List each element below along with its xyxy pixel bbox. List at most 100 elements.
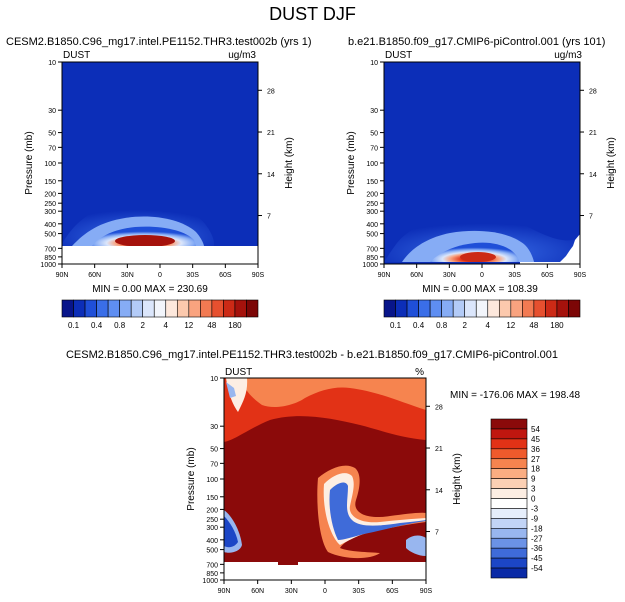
panel-3-title: CESM2.B1850.C96_mg17.intel.PE1152.THR3.t… (66, 349, 558, 361)
p3-y2tick-label: 28 (435, 404, 443, 411)
p2-colorbar-label: 180 (550, 321, 564, 330)
p1-ytick-label: 150 (44, 179, 56, 186)
panel-2-var-label: DUST (385, 50, 412, 61)
p2-xtick-label: 90S (574, 272, 587, 279)
p3-ytick-label: 300 (206, 525, 218, 532)
p2-ytick-label: 1000 (362, 262, 378, 269)
p2-colorbar-label: 4 (486, 321, 491, 330)
p1-ytick-label: 700 (44, 246, 56, 253)
p1-colorbar-label: 180 (228, 321, 242, 330)
p2-colorbar-label: 2 (462, 321, 467, 330)
p3-ytick-label: 400 (206, 538, 218, 545)
p3-colorbar-box (490, 547, 528, 559)
panel-3-surface-mask (224, 562, 426, 580)
panel-2-stats: MIN = 0.00 MAX = 108.39 (422, 284, 538, 295)
p2-ytick-label: 10 (370, 60, 378, 67)
p1-colorbar-box (200, 299, 213, 318)
p3-colorbar-label: -18 (531, 524, 543, 533)
panel-1-stats: MIN = 0.00 MAX = 230.69 (92, 284, 208, 295)
p3-colorbar-label: -27 (531, 534, 543, 543)
p3-xtick-label: 90N (218, 588, 231, 595)
p2-y2tick-label: 21 (589, 130, 597, 137)
p1-ytick-label: 10 (48, 60, 56, 67)
p3-colorbar-box (490, 458, 528, 469)
p1-colorbar-box (153, 299, 167, 318)
panel-2-units: ug/m3 (554, 50, 582, 61)
p1-colorbar-box (234, 299, 247, 318)
p2-colorbar-box (556, 299, 569, 318)
p3-ytick-label: 30 (210, 424, 218, 431)
p1-colorbar-label: 12 (184, 321, 193, 330)
p3-colorbar-label: -9 (531, 514, 539, 523)
p3-colorbar-label: -36 (531, 544, 543, 553)
p1-colorbar-box (246, 299, 259, 318)
p2-xtick-label: 0 (480, 272, 484, 279)
p3-colorbar-label: -3 (531, 504, 539, 513)
p3-xtick-label: 60S (386, 588, 399, 595)
p1-colorbar-label: 0.1 (68, 321, 80, 330)
p2-colorbar-box (522, 299, 535, 318)
p1-ytick-label: 100 (44, 161, 56, 168)
p1-ytick-label: 400 (44, 222, 56, 229)
p2-ytick-label: 300 (366, 209, 378, 216)
panel-1-dust-max (115, 235, 175, 247)
p1-ytick-label: 200 (44, 191, 56, 198)
panel-2: b.e21.B1850.f09_g17.CMIP6-piControl.001 … (346, 36, 617, 330)
p3-colorbar-box (490, 537, 528, 549)
p3-ylabel: Pressure (mb) (186, 447, 197, 510)
p1-colorbar-box (165, 299, 178, 318)
p2-colorbar-box (498, 299, 512, 318)
p2-colorbar-box (568, 299, 581, 318)
p2-colorbar-box (545, 299, 558, 318)
p1-ytick-label: 30 (48, 108, 56, 115)
panel-3: CESM2.B1850.C96_mg17.intel.PE1152.THR3.t… (66, 349, 581, 595)
p2-ylabel: Pressure (mb) (346, 131, 357, 194)
p2-ytick-label: 250 (366, 201, 378, 208)
p2-xtick-label: 90N (378, 272, 391, 279)
p1-ytick-label: 50 (48, 131, 56, 138)
p2-colorbar-box (510, 299, 523, 318)
p2-ytick-label: 500 (366, 232, 378, 239)
p3-colorbar-label: 27 (531, 455, 540, 464)
p2-colorbar-label: 0.1 (390, 321, 402, 330)
p1-colorbar-label: 4 (164, 321, 169, 330)
p1-y2tick-label: 14 (267, 172, 275, 179)
p1-colorbar-label: 0.4 (91, 321, 103, 330)
p1-colorbar-box (142, 299, 155, 318)
p3-ytick-label: 50 (210, 447, 218, 454)
p1-y2tick-label: 7 (267, 214, 271, 221)
p1-ytick-label: 70 (48, 145, 56, 152)
p1-y2label: Height (km) (284, 137, 295, 189)
p3-y2tick-label: 21 (435, 446, 443, 453)
p2-xtick-label: 30N (443, 272, 456, 279)
p3-xtick-label: 30N (285, 588, 298, 595)
p2-y2tick-label: 28 (589, 88, 597, 95)
p3-colorbar-box (490, 488, 528, 499)
p1-colorbar-box (130, 299, 144, 318)
p2-ytick-label: 400 (366, 222, 378, 229)
p3-colorbar-label: 18 (531, 465, 540, 474)
p2-ytick-label: 200 (366, 191, 378, 198)
p2-colorbar-box (533, 299, 546, 318)
p3-xtick-label: 0 (323, 588, 327, 595)
p1-colorbar-box (119, 299, 132, 318)
p1-colorbar-box (73, 299, 86, 318)
p3-colorbar-box (490, 448, 528, 460)
p3-ytick-label: 250 (206, 517, 218, 524)
page-title: DUST DJF (269, 4, 356, 24)
panel-1: CESM2.B1850.C96_mg17.intel.PE1152.THR3.t… (6, 36, 312, 330)
p2-ytick-label: 150 (366, 179, 378, 186)
p1-xtick-label: 30S (186, 272, 199, 279)
p3-colorbar-label: 36 (531, 445, 540, 454)
panel-3-var-label: DUST (225, 367, 252, 378)
p3-y2tick-label: 14 (435, 488, 443, 495)
p3-ytick-label: 500 (206, 548, 218, 555)
p1-ylabel: Pressure (mb) (24, 131, 35, 194)
p3-colorbar-label: 0 (531, 495, 536, 504)
p1-colorbar-box (223, 299, 236, 318)
p1-xtick-label: 30N (121, 272, 134, 279)
p2-colorbar-box (464, 299, 477, 318)
p1-xtick-label: 60S (219, 272, 232, 279)
p3-ytick-label: 100 (206, 477, 218, 484)
p2-colorbar-box (487, 299, 500, 318)
